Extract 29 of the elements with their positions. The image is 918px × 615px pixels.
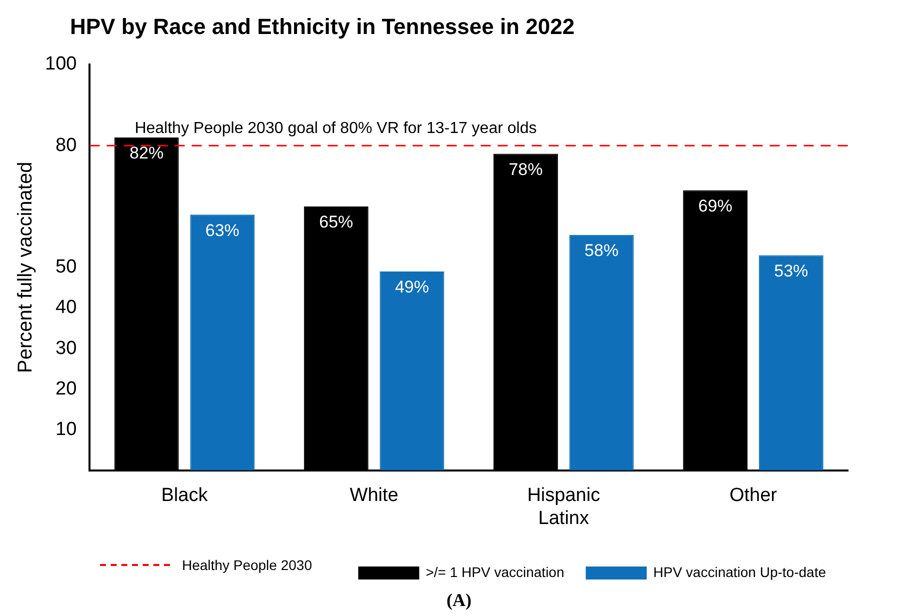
data-label: 82% [130, 144, 164, 163]
text: (A) [446, 590, 472, 611]
y-tick-label: 30 [56, 338, 77, 359]
data-label: 69% [698, 196, 732, 216]
x-tick-label: Other [729, 485, 778, 506]
x-tick-label: Black [161, 485, 208, 506]
y-tick-label: 10 [56, 419, 77, 440]
y-axis-title: Percent fully vaccinated [14, 162, 37, 374]
data-label: 49% [394, 278, 429, 297]
bar [380, 271, 444, 470]
y-tick-label: 80 [56, 134, 77, 156]
bar [190, 214, 255, 470]
text: Healthy People 2030 [182, 557, 312, 573]
x-tick-label: Hispanic Latinx [527, 485, 600, 529]
bar [569, 234, 634, 470]
x-tick-label: White [350, 485, 398, 506]
data-label: 53% [774, 261, 808, 280]
data-label: 58% [584, 241, 619, 260]
y-tick-label: 100 [45, 54, 77, 75]
legend-label: HPV vaccination Up-to-date [653, 564, 826, 580]
chart-title: HPV by Race and Ethnicity in Tennessee in 2022 [70, 14, 575, 40]
ref-line-label: Healthy People 2030 goal of 80% VR for 13-17 year olds [134, 120, 537, 138]
data-label: 65% [319, 212, 354, 232]
data-label: 63% [205, 220, 240, 240]
y-tick-label: 50 [56, 256, 77, 278]
data-label: 78% [508, 160, 543, 179]
y-tick-label: 40 [56, 297, 77, 318]
y-tick-label: 20 [56, 378, 77, 400]
legend-label: >/= 1 HPV vaccination [426, 564, 564, 580]
